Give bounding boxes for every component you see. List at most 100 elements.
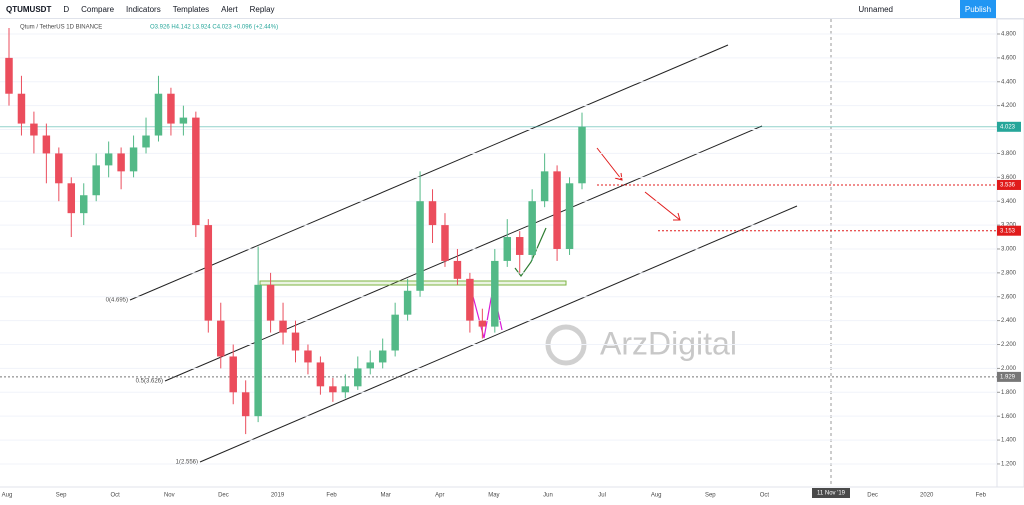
toolbar: QTUMUSDT D Compare Indicators Templates …: [0, 0, 1024, 19]
candle-body: [515, 237, 524, 255]
candle-body: [478, 320, 487, 327]
y-tick-label: 3.600: [1001, 175, 1017, 181]
candle-body: [565, 183, 574, 249]
candle-body: [416, 201, 424, 291]
candle-body: [503, 237, 511, 261]
candle-body: [453, 260, 462, 279]
candle-body: [553, 171, 561, 249]
x-tick-label: Dec: [867, 493, 878, 499]
candle-body: [540, 171, 549, 202]
publish-button[interactable]: Publish: [960, 0, 996, 18]
candle-body: [254, 284, 262, 417]
candle-body: [30, 123, 38, 136]
tool[interactable]: Compare: [81, 4, 115, 14]
candle-body: [104, 153, 113, 166]
layout-name[interactable]: Unnamed: [858, 4, 893, 14]
candle-body: [154, 93, 163, 136]
x-tick-label: Sep: [56, 493, 67, 499]
candle-body: [403, 290, 412, 315]
crosshair-date-bg: [812, 488, 850, 498]
candle-body: [229, 356, 237, 393]
candle-body: [142, 135, 150, 148]
x-tick-label: Feb: [326, 493, 337, 499]
candle-body: [17, 93, 26, 124]
price-label-bg: [997, 179, 1021, 190]
fib-label: 0.5(3.626): [136, 379, 163, 385]
price-label: 1.929: [1000, 374, 1016, 380]
y-tick-label: 1.800: [1001, 390, 1017, 396]
price-label: 3.153: [1000, 228, 1016, 234]
candle-body: [378, 350, 387, 363]
price-axis: [996, 18, 1024, 488]
y-tick-label: 1.200: [1001, 462, 1017, 468]
y-tick-label: 4.400: [1001, 79, 1017, 85]
legend-ohlc: O3.926 H4.142 L3.924 C4.023 +0.096 (+2.4…: [150, 25, 278, 31]
candle-body: [117, 153, 125, 172]
legend-symbol: Qtum / TetherUS 1D BINANCE: [20, 25, 102, 31]
interval[interactable]: D: [63, 4, 70, 14]
candle-body: [578, 126, 586, 184]
candle-body: [167, 93, 175, 124]
price-label-bg: [997, 121, 1021, 132]
tool[interactable]: Templates: [172, 4, 210, 14]
x-tick-label: Dec: [218, 493, 229, 499]
candle-body: [42, 135, 51, 154]
y-tick-label: 2.600: [1001, 294, 1017, 300]
symbol[interactable]: QTUMUSDT: [6, 4, 52, 14]
x-tick-label: Jul: [598, 493, 606, 499]
x-tick-label: 2020: [920, 493, 934, 499]
candle-body: [279, 320, 287, 333]
candle-body: [92, 165, 100, 196]
candle-body: [341, 386, 350, 393]
drawings: [129, 44, 798, 463]
candle-body: [316, 362, 325, 387]
candle-body: [67, 183, 76, 214]
price-label-bg: [997, 371, 1021, 382]
candle-body: [179, 117, 188, 124]
y-tick-label: 2.000: [1001, 366, 1017, 372]
y-tick-label: 2.400: [1001, 318, 1017, 324]
y-tick-label: 2.800: [1001, 270, 1017, 276]
candle-body: [192, 117, 200, 226]
candle-body: [266, 284, 275, 321]
y-tick-label: 2.200: [1001, 342, 1017, 348]
candle-body: [241, 392, 250, 417]
x-tick-label: Oct: [111, 493, 121, 499]
x-tick-label: Feb: [976, 493, 987, 499]
y-tick-label: 3.400: [1001, 199, 1017, 205]
candle-body: [5, 57, 13, 94]
candle-body: [291, 332, 300, 351]
x-tick-label: Oct: [760, 493, 770, 499]
watermark: ArzDigital: [600, 325, 737, 361]
y-tick-label: 3.200: [1001, 223, 1017, 229]
candle-body: [217, 320, 225, 357]
x-tick-label: Jun: [543, 493, 553, 499]
fib-label: 1(2.556): [176, 460, 198, 466]
candle-body: [129, 147, 138, 172]
price-label: 3.536: [1000, 183, 1016, 189]
x-tick-label: Aug: [651, 493, 662, 499]
candle-body: [304, 350, 312, 363]
y-tick-label: 3.000: [1001, 247, 1017, 253]
candle-body: [354, 368, 362, 387]
y-tick-label: 1.600: [1001, 414, 1017, 420]
y-tick-label: 4.800: [1001, 32, 1017, 38]
tool[interactable]: Indicators: [126, 4, 161, 14]
price-label: 4.023: [1000, 124, 1016, 130]
price-label-bg: [997, 225, 1021, 236]
tool[interactable]: Replay: [249, 4, 275, 14]
candle-body: [428, 201, 437, 226]
candle-body: [391, 314, 399, 351]
x-tick-label: 2019: [271, 493, 285, 499]
tool[interactable]: Alert: [221, 4, 238, 14]
x-tick-label: Sep: [705, 493, 716, 499]
candle-body: [204, 225, 213, 321]
x-tick-label: Mar: [381, 493, 391, 499]
x-tick-label: Aug: [2, 493, 13, 499]
y-tick-label: 4.200: [1001, 103, 1017, 109]
y-tick-label: 4.600: [1001, 55, 1017, 61]
candle-body: [366, 362, 374, 369]
candle-body: [329, 386, 337, 393]
